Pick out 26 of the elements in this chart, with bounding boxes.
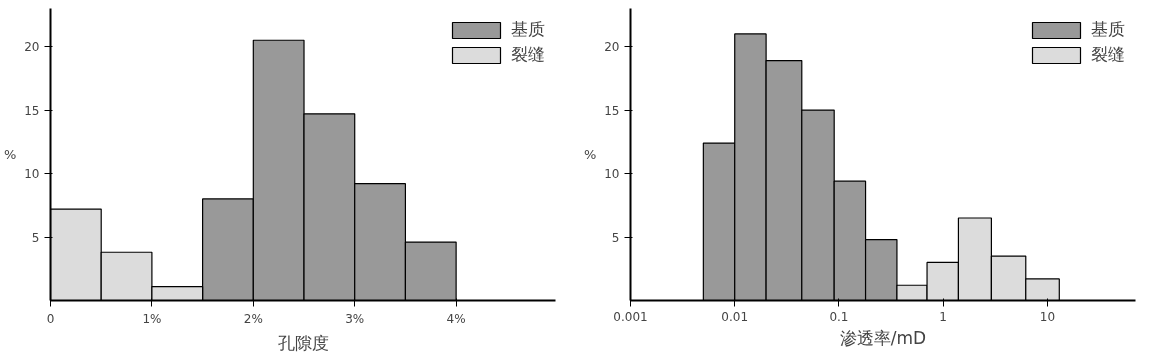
x-tick-label: 0.1 <box>829 309 849 324</box>
x-axis-title: 渗透率/mD <box>839 327 927 348</box>
x-axis-title: 孔隙度 <box>277 332 329 353</box>
y-axis-title: % <box>3 147 17 162</box>
legend-label: 裂缝 <box>511 43 545 66</box>
y-tick-label: 10 <box>24 167 40 182</box>
x-tick-label: 10 <box>1039 309 1056 324</box>
y-tick-label: 15 <box>24 103 40 118</box>
legend-label: 基质 <box>511 18 545 41</box>
y-tick-label: 5 <box>611 230 620 245</box>
x-tick-label: 4% <box>446 311 466 326</box>
x-tick-label: 3% <box>345 311 365 326</box>
x-tick-label: 1% <box>142 311 162 326</box>
y-axis-title: % <box>583 147 597 162</box>
x-tick-label: 0.01 <box>721 309 749 324</box>
x-tick-label: 0 <box>46 311 55 326</box>
legend-label: 裂缝 <box>1091 43 1125 66</box>
legend-label: 基质 <box>1091 18 1125 41</box>
x-tick-label: 0.001 <box>613 309 648 324</box>
x-tick-label: 2% <box>243 311 263 326</box>
y-tick-label: 5 <box>31 230 40 245</box>
y-tick-label: 15 <box>604 103 620 118</box>
y-tick-label: 20 <box>24 40 40 55</box>
x-tick-label: 1 <box>939 309 948 324</box>
y-tick-label: 10 <box>604 167 620 182</box>
y-tick-label: 20 <box>604 40 620 55</box>
